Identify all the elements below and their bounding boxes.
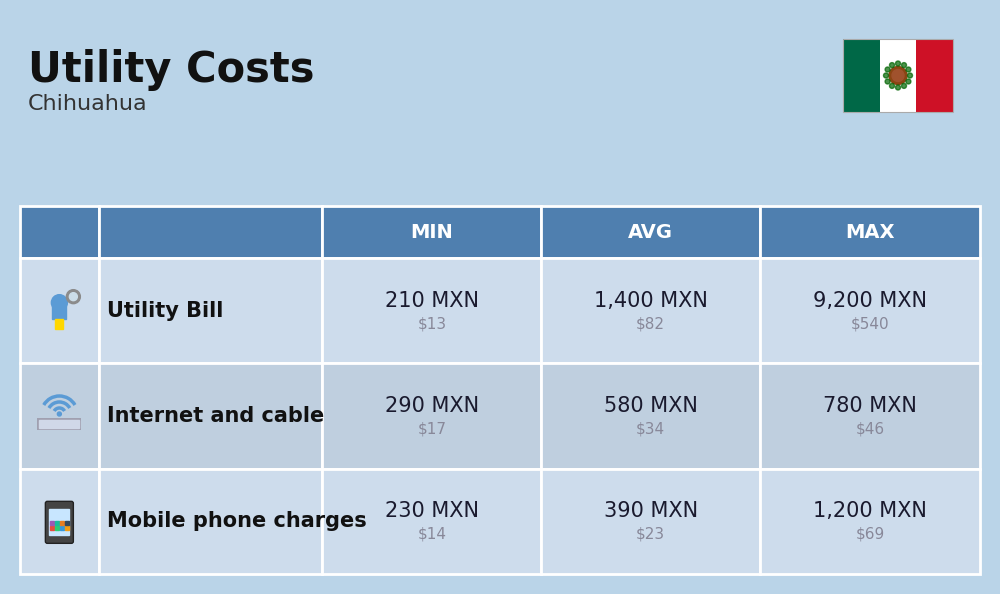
Bar (322, 206, 541, 258)
Bar (50, 526, 54, 530)
Text: $69: $69 (855, 527, 885, 542)
Bar (60, 522, 64, 525)
Text: $34: $34 (636, 422, 665, 437)
Bar (760, 258, 980, 364)
Bar (541, 258, 760, 364)
Bar (916, 39, 953, 112)
Text: 580 MXN: 580 MXN (604, 396, 698, 416)
Text: AVG: AVG (628, 223, 673, 242)
Circle shape (884, 73, 889, 78)
Bar (20, 469, 99, 574)
Bar (50, 522, 54, 525)
Bar (760, 469, 980, 574)
Text: Internet and cable: Internet and cable (107, 406, 324, 426)
Bar (541, 206, 760, 258)
Circle shape (896, 85, 900, 90)
Text: 390 MXN: 390 MXN (604, 501, 698, 522)
Bar (760, 206, 980, 258)
Bar (843, 39, 880, 112)
Bar (55, 318, 63, 328)
Bar (843, 39, 953, 112)
Circle shape (66, 290, 80, 304)
Bar (880, 39, 916, 112)
Text: 210 MXN: 210 MXN (385, 290, 479, 311)
Text: $23: $23 (636, 527, 665, 542)
Bar (322, 364, 541, 469)
Bar (55, 522, 59, 525)
Text: $46: $46 (856, 422, 885, 437)
Circle shape (69, 293, 77, 301)
Text: Utility Bill: Utility Bill (107, 301, 223, 321)
Bar (99, 258, 322, 364)
Text: 230 MXN: 230 MXN (385, 501, 479, 522)
Bar (760, 364, 980, 469)
Bar (52, 303, 66, 318)
Bar (322, 258, 541, 364)
Bar (322, 469, 541, 574)
Bar (99, 206, 322, 258)
Text: Chihuahua: Chihuahua (28, 94, 148, 114)
Text: 1,400 MXN: 1,400 MXN (594, 290, 708, 311)
Circle shape (906, 67, 911, 72)
Bar (541, 469, 760, 574)
Circle shape (896, 61, 900, 66)
Bar (541, 364, 760, 469)
Bar (39, 420, 79, 428)
Text: Mobile phone charges: Mobile phone charges (107, 511, 366, 532)
Bar (99, 469, 322, 574)
Bar (55, 526, 59, 530)
Circle shape (902, 83, 906, 89)
Circle shape (890, 83, 895, 89)
Text: 1,200 MXN: 1,200 MXN (813, 501, 927, 522)
Circle shape (908, 73, 912, 78)
Bar (65, 526, 69, 530)
Circle shape (906, 79, 911, 84)
Circle shape (889, 67, 907, 84)
Circle shape (890, 62, 895, 68)
Text: 780 MXN: 780 MXN (823, 396, 917, 416)
Text: MAX: MAX (845, 223, 895, 242)
Text: 9,200 MXN: 9,200 MXN (813, 290, 927, 311)
Bar (65, 522, 69, 525)
Text: Utility Costs: Utility Costs (28, 49, 314, 91)
Bar (99, 364, 322, 469)
Circle shape (902, 62, 906, 68)
Circle shape (57, 412, 61, 416)
Circle shape (892, 69, 904, 81)
Bar (20, 258, 99, 364)
Text: $13: $13 (417, 316, 446, 331)
Text: $14: $14 (417, 527, 446, 542)
Circle shape (885, 67, 890, 72)
Bar (60, 526, 64, 530)
Bar (49, 509, 69, 535)
Text: 290 MXN: 290 MXN (385, 396, 479, 416)
Text: $540: $540 (851, 316, 889, 331)
Circle shape (51, 295, 67, 311)
Text: $82: $82 (636, 316, 665, 331)
Circle shape (885, 79, 890, 84)
Text: MIN: MIN (410, 223, 453, 242)
Bar (20, 206, 99, 258)
Text: $17: $17 (417, 422, 446, 437)
Bar (20, 364, 99, 469)
Bar (37, 418, 81, 430)
FancyBboxPatch shape (45, 501, 73, 544)
